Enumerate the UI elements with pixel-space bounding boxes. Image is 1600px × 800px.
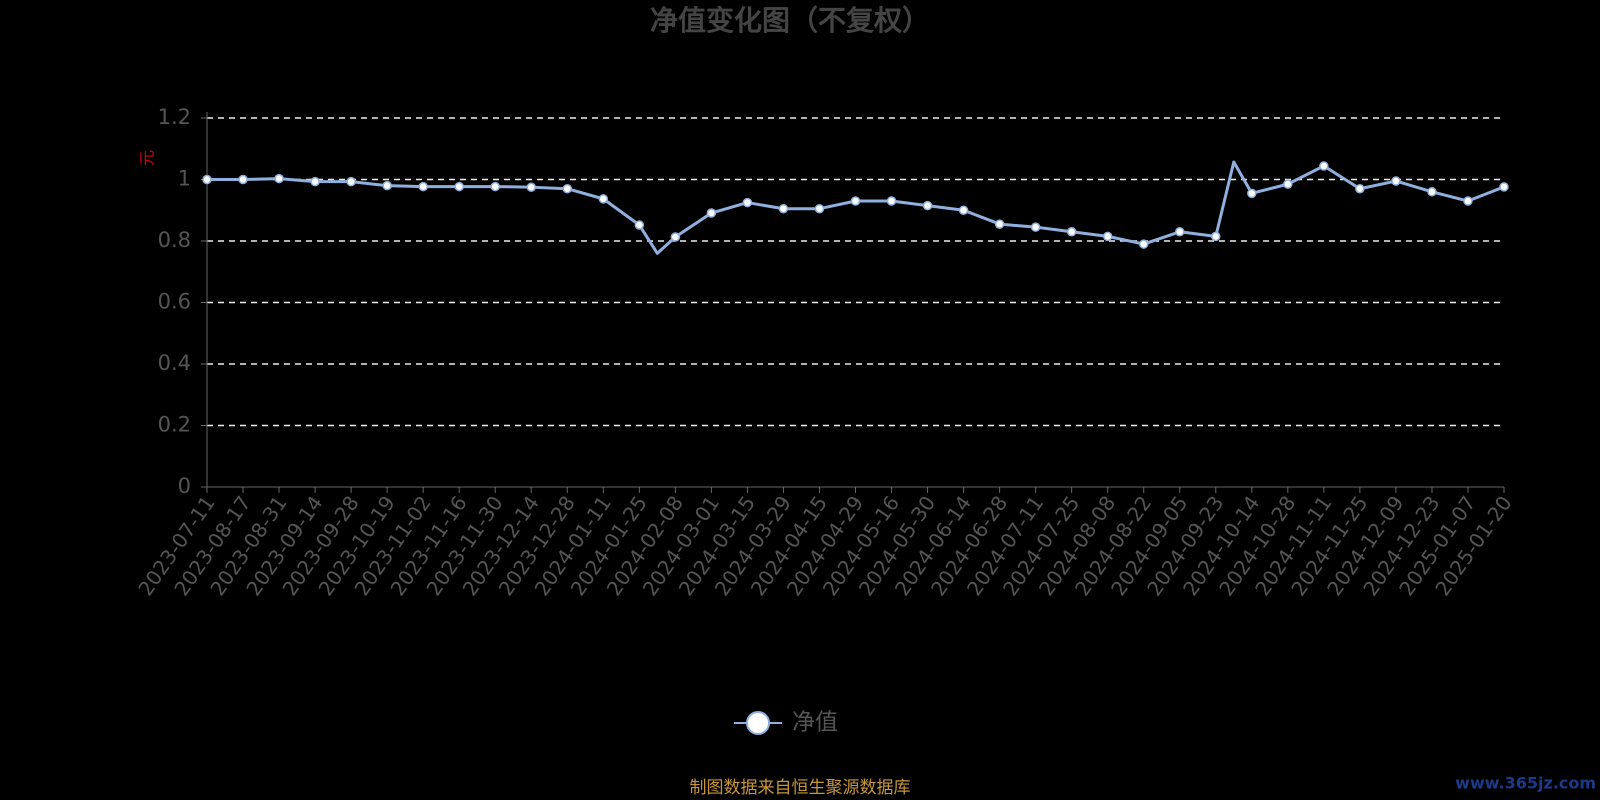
point-marker bbox=[598, 194, 609, 204]
y-tick-label: 0 bbox=[178, 474, 191, 498]
point-marker bbox=[958, 205, 969, 215]
point-marker bbox=[994, 219, 1005, 229]
point-marker bbox=[1391, 176, 1401, 186]
y-tick-label: 0.4 bbox=[158, 351, 191, 375]
point-marker bbox=[670, 232, 681, 242]
point-marker bbox=[1499, 182, 1509, 192]
point-marker bbox=[346, 176, 356, 187]
legend-marker bbox=[746, 711, 770, 735]
point-marker bbox=[1463, 196, 1473, 206]
point-marker bbox=[562, 183, 573, 194]
point-marker bbox=[454, 181, 464, 192]
point-marker bbox=[1066, 227, 1077, 237]
point-marker bbox=[850, 196, 861, 206]
line-series bbox=[207, 160, 1505, 255]
point-marker bbox=[1175, 227, 1185, 237]
point-marker bbox=[742, 197, 753, 208]
point-marker bbox=[1319, 161, 1329, 171]
point-marker bbox=[1138, 239, 1149, 249]
point-marker bbox=[778, 203, 789, 214]
point-marker bbox=[490, 181, 500, 192]
point-marker bbox=[382, 180, 392, 191]
point-marker bbox=[634, 220, 645, 230]
point-marker bbox=[1030, 222, 1041, 232]
point-marker bbox=[418, 181, 428, 192]
y-tick-label: 0.8 bbox=[158, 228, 191, 252]
point-marker bbox=[274, 173, 284, 184]
point-marker bbox=[1427, 187, 1437, 197]
point-marker bbox=[202, 174, 212, 185]
point-marker bbox=[1283, 179, 1293, 189]
point-marker bbox=[1355, 183, 1365, 194]
y-tick-label: 0.2 bbox=[158, 413, 191, 437]
legend-label: 净值 bbox=[792, 710, 838, 736]
point-marker bbox=[238, 174, 248, 185]
source-note: 制图数据来自恒生聚源数据库 bbox=[690, 778, 911, 798]
y-tick-label: 1 bbox=[178, 167, 191, 191]
y-tick-label: 1.2 bbox=[158, 105, 191, 129]
point-marker bbox=[1211, 231, 1221, 242]
y-axis-label: 元 bbox=[138, 150, 157, 166]
point-marker bbox=[814, 203, 825, 214]
point-marker bbox=[886, 196, 897, 206]
point-marker bbox=[526, 182, 536, 192]
chart-title: 净值变化图（不复权） bbox=[650, 4, 930, 37]
point-marker bbox=[922, 200, 933, 211]
watermark: www.365jz.com bbox=[1455, 774, 1596, 793]
y-tick-label: 0.6 bbox=[158, 290, 191, 314]
point-marker bbox=[706, 208, 717, 218]
point-marker bbox=[310, 176, 320, 187]
point-marker bbox=[1102, 231, 1113, 242]
point-marker bbox=[1247, 188, 1257, 199]
